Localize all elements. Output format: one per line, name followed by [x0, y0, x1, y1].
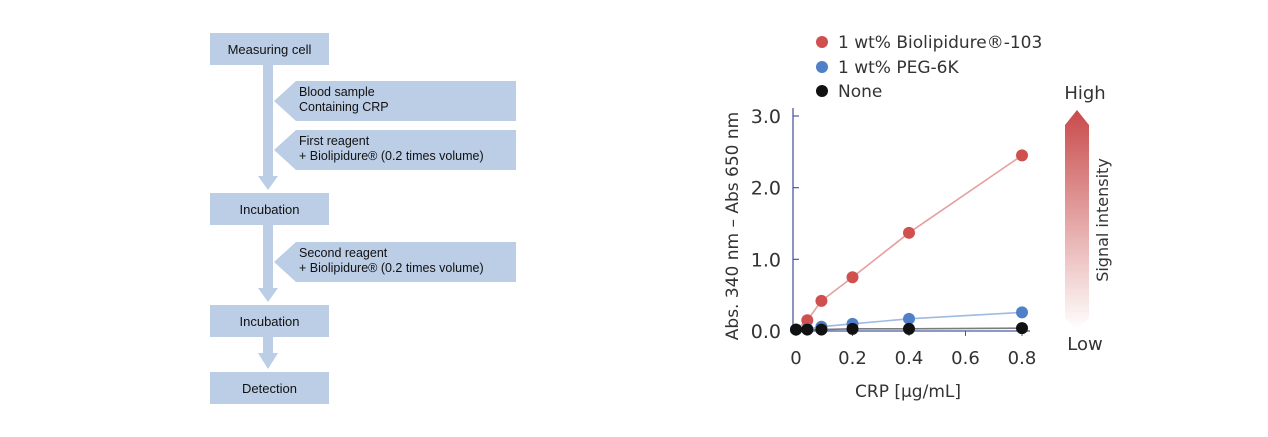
legend-label-biolipidure: 1 wt% Biolipidure®-103 — [838, 33, 1042, 53]
data-point-series-1 — [1016, 306, 1028, 319]
connector-line — [263, 64, 273, 176]
x-tick-label: 0.6 — [951, 348, 980, 369]
y-ticks: 0.0 1.0 2.0 3.0 — [751, 106, 799, 343]
legend-marker-none — [816, 85, 828, 97]
x-tick-label: 0 — [790, 348, 801, 369]
y-axis-label: Abs. 340 nm – Abs 650 nm — [723, 112, 743, 340]
arrow-head — [258, 176, 278, 190]
legend-marker-peg — [816, 61, 828, 73]
y-tick-label: 3.0 — [751, 106, 781, 128]
flow-input-first-reagent: First reagent + Biolipidure® (0.2 times … — [274, 130, 516, 170]
signal-low-label: Low — [1067, 334, 1102, 355]
flow-input-line: Containing CRP — [299, 100, 389, 114]
flow-step-label: Measuring cell — [227, 41, 312, 57]
x-tick-label: 0.8 — [1008, 348, 1037, 369]
flow-input-second-reagent: Second reagent + Biolipidure® (0.2 times… — [274, 242, 516, 282]
data-point-series-2 — [903, 322, 915, 335]
flow-step-incubation-2: Incubation — [210, 305, 329, 337]
flow-step-detection: Detection — [210, 372, 329, 404]
connector-line — [263, 336, 273, 353]
x-ticks: 0 0.2 0.4 0.6 0.8 — [790, 331, 1036, 369]
data-point-series-2 — [1016, 322, 1028, 335]
data-point-series-0 — [846, 271, 859, 284]
y-tick-label: 0.0 — [751, 321, 781, 343]
data-point-series-0 — [903, 226, 915, 239]
signal-intensity-bar: High Low Signal intensity — [1064, 83, 1112, 355]
flow-step-label: Incubation — [239, 201, 300, 217]
x-tick-label: 0.4 — [895, 348, 924, 369]
legend: 1 wt% Biolipidure®-103 1 wt% PEG-6K None — [816, 33, 1042, 102]
data-point-series-2 — [815, 323, 828, 336]
flow-input-line: + Biolipidure® (0.2 times volume) — [299, 149, 484, 163]
flow-step-label: Detection — [242, 380, 297, 396]
signal-intensity-label: Signal intensity — [1093, 158, 1112, 282]
arrow-head — [258, 288, 278, 302]
signal-high-label: High — [1064, 83, 1105, 104]
flow-input-line: Second reagent — [299, 246, 388, 260]
data-point-series-0 — [801, 314, 814, 327]
flow-input-line: + Biolipidure® (0.2 times volume) — [299, 261, 484, 275]
data-point-series-2 — [801, 323, 814, 336]
flow-input-line: First reagent — [299, 134, 370, 148]
signal-gradient-arrow — [1065, 110, 1089, 330]
legend-marker-biolipidure — [816, 36, 828, 48]
data-point-series-2 — [846, 322, 859, 335]
flow-step-measuring-cell: Measuring cell — [210, 33, 329, 65]
data-point-series-0 — [1016, 149, 1028, 162]
y-tick-label: 2.0 — [751, 178, 781, 200]
x-tick-label: 0.2 — [838, 348, 867, 369]
flow-input-line: Blood sample — [299, 85, 375, 99]
y-tick-label: 1.0 — [751, 249, 781, 271]
legend-label-peg: 1 wt% PEG-6K — [838, 58, 959, 78]
flow-step-label: Incubation — [239, 313, 300, 329]
series-line-0 — [795, 154, 1023, 331]
x-axis-label: CRP [μg/mL] — [855, 382, 961, 402]
data-point-series-1 — [903, 312, 915, 325]
data-point-series-2 — [790, 323, 802, 336]
connector-line — [263, 224, 273, 288]
legend-label-none: None — [838, 82, 882, 102]
arrow-head — [258, 353, 278, 369]
series-layer — [790, 149, 1028, 336]
flow-input-blood-sample: Blood sample Containing CRP — [274, 81, 516, 121]
data-point-series-0 — [815, 294, 828, 307]
flow-step-incubation-1: Incubation — [210, 193, 329, 225]
